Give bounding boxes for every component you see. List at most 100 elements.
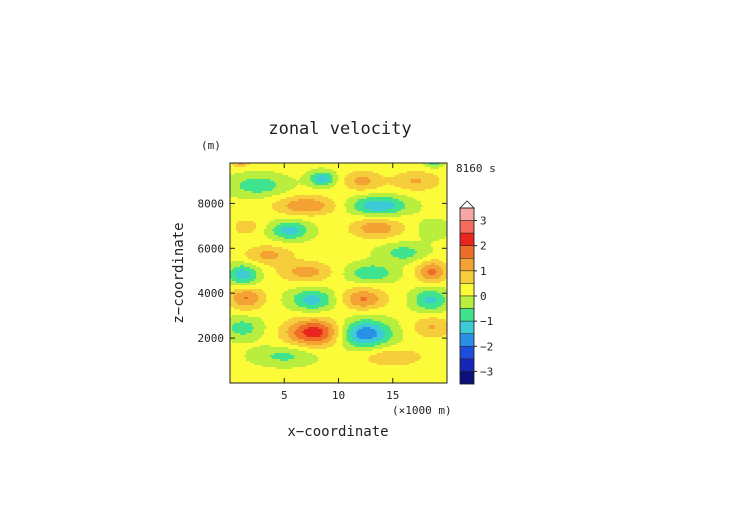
contour-cell [348,189,351,192]
contour-cell [388,223,392,226]
contour-cell [380,179,384,182]
contour-cell [380,187,384,190]
contour-cell [310,211,313,214]
contour-cell [280,171,283,174]
contour-cell [246,179,249,182]
contour-cell [236,173,239,176]
contour-cell [410,221,414,224]
contour-cell [262,211,265,214]
contour-cell [428,181,432,184]
contour-cell [338,243,341,246]
contour-cell [384,241,388,244]
contour-cell [312,163,315,166]
contour-cell [442,177,446,180]
contour-cell [356,179,359,182]
contour-cell [324,231,327,234]
contour-cell [244,167,247,170]
contour-cell [314,179,317,182]
contour-cell [436,225,440,228]
contour-cell [322,235,325,238]
contour-cell [436,171,440,174]
contour-cell [330,247,333,250]
contour-cell [388,171,392,174]
contour-cell [306,223,309,226]
contour-cell [276,221,279,224]
contour-cell [418,199,422,202]
contour-cell [392,241,396,244]
contour-cell [252,203,255,206]
contour-cell [436,201,440,204]
contour-cell [408,223,412,226]
contour-cell [436,223,440,226]
contour-cell [238,245,241,248]
contour-cell [274,237,277,240]
contour-cell [394,211,398,214]
contour-cell [252,239,255,242]
contour-cell [280,203,283,206]
contour-cell [262,205,265,208]
contour-cell [428,221,432,224]
contour-cell [280,173,283,176]
contour-cell [310,237,313,240]
contour-cell [260,175,263,178]
contour-cell [444,193,448,196]
contour-cell [234,219,237,222]
contour-cell [286,173,289,176]
contour-cell [298,173,301,176]
contour-cell [432,205,436,208]
contour-cell [420,171,424,174]
contour-cell [340,235,343,238]
contour-cell [302,243,305,246]
contour-cell [280,163,283,166]
contour-cell [334,241,337,244]
contour-cell [412,237,416,240]
contour-cell [276,241,279,244]
contour-cell [348,213,351,216]
contour-cell [316,235,319,238]
contour-cell [428,191,432,194]
contour-cell [244,209,247,212]
contour-cell [338,201,341,204]
contour-cell [374,215,378,218]
contour-cell [414,193,418,196]
contour-cell [394,215,398,218]
contour-cell [264,241,267,244]
contour-cell [310,219,313,222]
contour-cell [384,235,388,238]
contour-cell [406,225,410,228]
contour-cell [336,167,339,170]
contour-cell [442,179,446,182]
contour-cell [364,173,368,176]
contour-cell [304,247,307,250]
contour-cell [300,175,303,178]
contour-cell [346,193,349,196]
contour-cell [230,193,233,196]
contour-cell [234,199,237,202]
contour-cell [284,245,287,248]
contour-cell [326,239,329,242]
contour-cell [380,213,384,216]
contour-cell [356,233,359,236]
contour-cell [380,163,384,166]
contour-cell [418,165,422,168]
contour-cell [374,221,378,224]
contour-cell [242,215,245,218]
contour-cell [272,223,275,226]
contour-cell [356,189,359,192]
contour-cell [284,229,287,232]
contour-cell [400,237,404,240]
contour-cell [424,227,428,230]
contour-cell [394,239,398,242]
contour-cell [360,191,364,194]
contour-cell [312,165,315,168]
contour-cell [264,183,267,186]
contour-cell [294,201,297,204]
contour-cell [432,243,436,246]
contour-cell [366,183,370,186]
contour-cell [396,213,400,216]
contour-cell [246,213,249,216]
contour-cell [350,191,353,194]
contour-cell [318,209,321,212]
contour-cell [384,217,388,220]
contour-cell [334,167,337,170]
